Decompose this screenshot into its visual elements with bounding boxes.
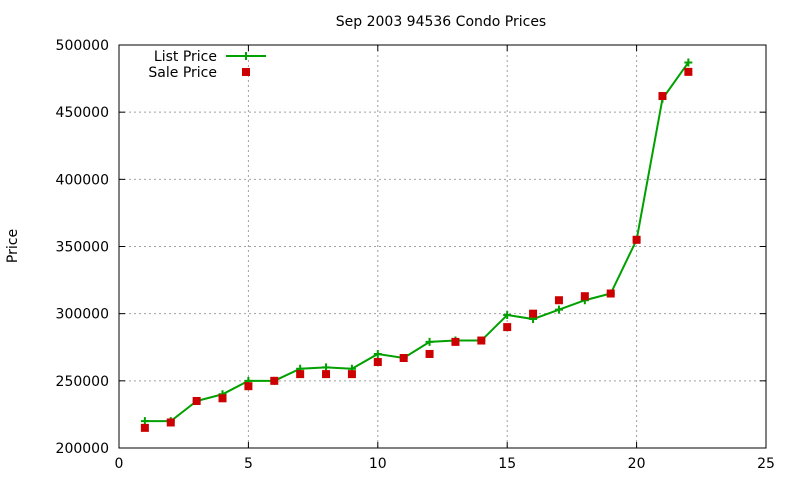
data-point [166, 418, 175, 427]
grid-lines [119, 45, 766, 448]
y-tick-label: 250000 [56, 374, 109, 390]
data-point [140, 423, 149, 432]
data-point [425, 337, 434, 346]
data-point [192, 396, 201, 405]
data-point [658, 92, 667, 101]
legend-label: List Price [154, 49, 217, 65]
plot-frame [118, 44, 767, 449]
data-point [554, 296, 563, 305]
data-point [632, 235, 641, 244]
x-tick-label: 25 [757, 456, 775, 472]
x-tick-label: 5 [244, 456, 253, 472]
series-list-price [140, 58, 693, 426]
data-point [218, 394, 227, 403]
data-point [529, 309, 538, 318]
x-tick-label: 0 [115, 456, 124, 472]
data-point [347, 370, 356, 379]
y-tick-label: 200000 [56, 441, 109, 457]
y-tick-label: 300000 [56, 307, 109, 323]
legend-swatch-marker [242, 68, 250, 76]
series-group [140, 58, 693, 432]
chart-title: Sep 2003 94536 Condo Prices [336, 14, 546, 30]
data-point [322, 370, 331, 379]
x-tick-label: 10 [369, 456, 387, 472]
data-point [140, 417, 149, 426]
series-line [144, 61, 690, 423]
data-point [684, 67, 693, 76]
data-point [425, 349, 434, 358]
x-tick-label: 20 [628, 456, 646, 472]
data-point [684, 58, 693, 67]
data-point [477, 336, 486, 345]
y-axis-label: Price [5, 229, 21, 263]
axis-ticks: 200000 250000 300000 350000 400000 450000 5000… [56, 38, 775, 472]
y-tick-label: 500000 [56, 38, 109, 54]
data-point [554, 305, 563, 314]
data-point [606, 289, 615, 298]
y-tick-label: 400000 [56, 172, 109, 188]
data-point [296, 370, 305, 379]
data-point [399, 353, 408, 362]
data-point [373, 349, 382, 358]
data-point [322, 363, 331, 372]
y-tick-label: 350000 [56, 240, 109, 256]
data-point [580, 292, 589, 301]
series-sale-price [140, 67, 693, 432]
data-point [244, 382, 253, 391]
data-point [503, 311, 512, 320]
legend-label: Sale Price [148, 65, 217, 81]
data-point [270, 376, 279, 385]
data-point [503, 323, 512, 332]
y-tick-label: 450000 [56, 105, 109, 121]
data-point [373, 358, 382, 367]
x-tick-label: 15 [498, 456, 516, 472]
legend-swatch-marker [242, 52, 250, 60]
data-point [451, 337, 460, 346]
